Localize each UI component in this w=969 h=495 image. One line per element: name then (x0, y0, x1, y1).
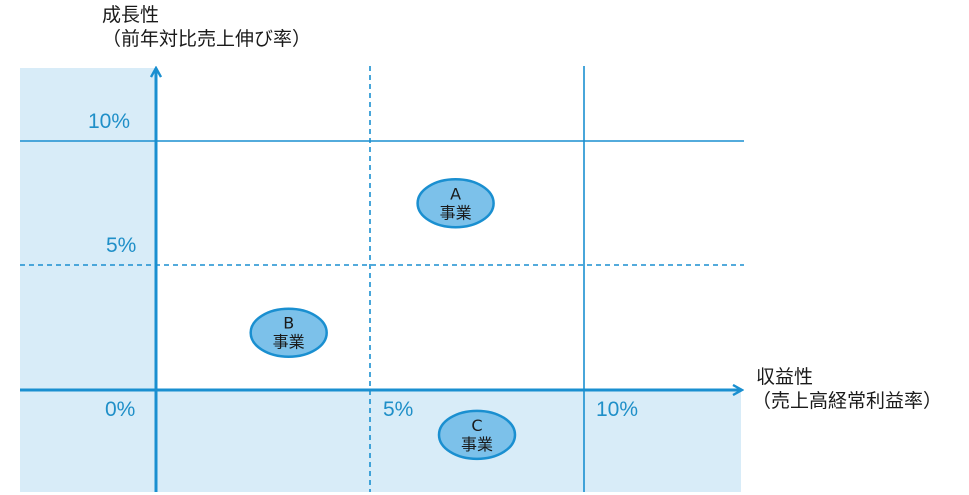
tick-label-y-10: 10% (88, 110, 131, 133)
y-axis-title-main: 成長性 (102, 4, 160, 26)
business-bubble-c: C事業 (437, 409, 517, 461)
tick-label-origin: 0% (105, 398, 136, 421)
business-bubble-shape (416, 178, 495, 229)
business-bubble-a: A事業 (416, 178, 495, 229)
business-letter: C (471, 416, 482, 435)
business-label: 事業 (273, 333, 305, 352)
tick-label-y-5: 5% (106, 234, 137, 257)
business-letter: A (450, 184, 461, 203)
left-shade-region (20, 68, 156, 492)
x-axis-title-sub: （売上高経常利益率） (752, 389, 943, 412)
business-bubble-shape (437, 409, 517, 461)
x-axis-title-main: 収益性 (756, 366, 814, 388)
business-bubble-b: B事業 (249, 307, 328, 358)
business-bubble-shape (249, 307, 328, 358)
y-axis-title: 成長性 （前年対比売上伸び率） (102, 4, 311, 52)
business-label: 事業 (461, 435, 493, 454)
business-letter: B (283, 314, 294, 333)
x-axis-title: 収益性 （売上高経常利益率） (752, 366, 942, 414)
tick-label-x-5: 5% (383, 398, 414, 421)
y-axis-title-sub: （前年対比売上伸び率） (102, 27, 312, 50)
business-label: 事業 (440, 203, 472, 222)
tick-label-x-10: 10% (596, 398, 639, 421)
